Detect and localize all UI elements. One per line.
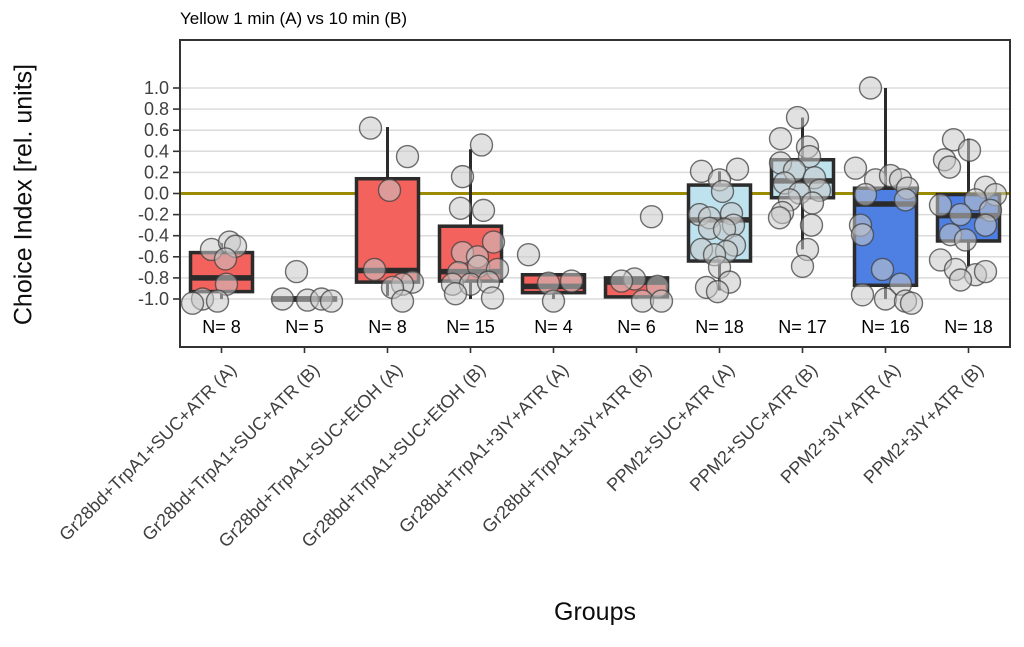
data-point bbox=[973, 259, 998, 284]
data-point bbox=[937, 155, 962, 179]
data-point bbox=[469, 133, 494, 157]
x-tick-label: Gr28bd+TrpA1+SUC+EtOH (A) bbox=[215, 360, 407, 552]
n-count-label: N= 5 bbox=[285, 317, 324, 337]
data-point bbox=[853, 182, 878, 207]
data-point bbox=[800, 191, 825, 215]
data-point bbox=[377, 178, 402, 203]
y-tick-label: 0.6 bbox=[144, 120, 169, 140]
data-point bbox=[767, 206, 792, 230]
data-point bbox=[705, 279, 730, 304]
data-point bbox=[609, 269, 634, 293]
y-tick-label: -0.8 bbox=[138, 268, 169, 288]
data-point bbox=[785, 105, 810, 130]
data-point bbox=[850, 222, 875, 247]
data-point bbox=[270, 287, 295, 311]
y-axis-title: Choice Index [rel. units] bbox=[9, 63, 38, 326]
data-point bbox=[362, 257, 387, 282]
data-point bbox=[480, 286, 505, 310]
n-count-label: N= 6 bbox=[617, 317, 656, 337]
data-point bbox=[284, 259, 309, 284]
y-tick-label: 0.0 bbox=[144, 184, 169, 204]
y-tick-label: -1.0 bbox=[138, 289, 169, 309]
n-count-label: N= 15 bbox=[446, 317, 495, 337]
data-point bbox=[710, 179, 735, 204]
y-tick-label: 0.2 bbox=[144, 162, 169, 182]
data-point bbox=[541, 289, 566, 313]
n-count-label: N= 8 bbox=[202, 317, 241, 337]
y-tick-label: -0.6 bbox=[138, 247, 169, 267]
data-point bbox=[649, 289, 674, 313]
n-count-label: N= 4 bbox=[534, 317, 573, 337]
n-count-label: N= 18 bbox=[695, 317, 744, 337]
data-point bbox=[448, 196, 473, 220]
chart-title: Yellow 1 min (A) vs 10 min (B) bbox=[180, 9, 408, 28]
n-count-label: N= 16 bbox=[861, 317, 910, 337]
data-point bbox=[870, 257, 895, 282]
data-point bbox=[450, 164, 475, 189]
panel-border bbox=[179, 39, 1011, 348]
data-point bbox=[973, 213, 998, 237]
data-point bbox=[948, 268, 973, 292]
n-count-label: N= 18 bbox=[944, 317, 993, 337]
data-point bbox=[180, 291, 205, 315]
data-point bbox=[953, 228, 978, 252]
y-tick-label: -0.2 bbox=[138, 205, 169, 225]
data-point bbox=[205, 289, 230, 313]
data-point bbox=[481, 230, 506, 254]
x-tick-label: Gr28bd+TrpA1+3IY+ATR (B) bbox=[478, 360, 655, 537]
x-axis-title: Groups bbox=[554, 598, 636, 626]
data-point bbox=[390, 289, 415, 313]
data-point bbox=[799, 213, 824, 237]
data-point bbox=[850, 283, 875, 307]
data-point bbox=[843, 156, 868, 180]
data-point bbox=[516, 242, 541, 267]
y-tick-label: 0.8 bbox=[144, 99, 169, 119]
data-point bbox=[639, 205, 664, 229]
data-point bbox=[768, 126, 793, 151]
y-tick-label: -0.4 bbox=[138, 226, 169, 246]
data-point bbox=[358, 116, 383, 140]
x-tick-label: Gr28bd+TrpA1+SUC+EtOH (B) bbox=[298, 360, 490, 552]
data-point bbox=[213, 247, 238, 271]
data-point bbox=[873, 287, 898, 311]
data-point bbox=[471, 198, 496, 223]
y-tick-label: 0.4 bbox=[144, 141, 169, 161]
data-point bbox=[858, 76, 883, 100]
n-count-label: N= 8 bbox=[368, 317, 407, 337]
data-point bbox=[725, 157, 750, 181]
data-point bbox=[948, 202, 973, 227]
x-tick-label: Gr28bd+TrpA1+3IY+ATR (A) bbox=[395, 360, 572, 537]
data-point bbox=[790, 254, 815, 278]
x-tick-label: Gr28bd+TrpA1+SUC+ATR (A) bbox=[55, 360, 240, 545]
data-point bbox=[928, 193, 953, 217]
data-point bbox=[395, 144, 420, 169]
n-count-label: N= 17 bbox=[778, 317, 827, 337]
data-point bbox=[319, 289, 344, 313]
data-point bbox=[899, 291, 924, 315]
y-tick-label: 1.0 bbox=[144, 78, 169, 98]
data-point bbox=[443, 282, 468, 306]
data-point bbox=[559, 269, 584, 293]
data-point bbox=[893, 188, 918, 212]
data-point bbox=[957, 138, 982, 162]
x-tick-label: Gr28bd+TrpA1+SUC+ATR (B) bbox=[138, 360, 323, 545]
